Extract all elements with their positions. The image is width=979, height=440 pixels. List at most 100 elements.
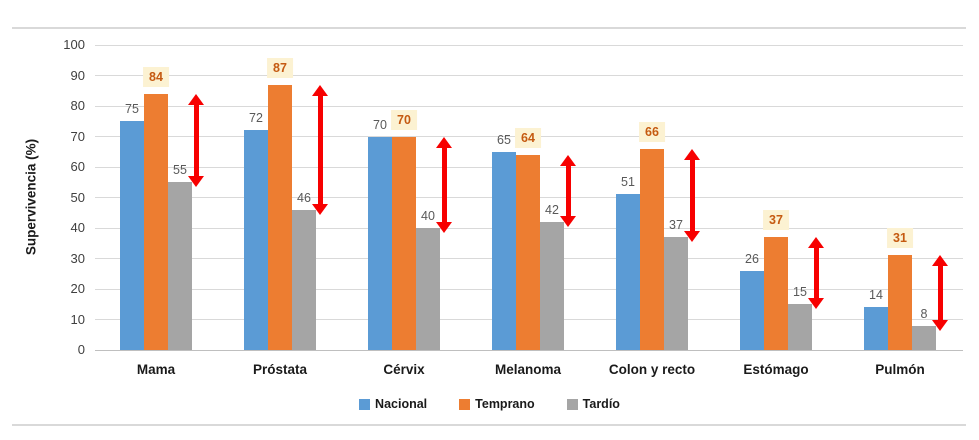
value-label-tardio: 46 — [297, 190, 311, 205]
gap-arrow — [188, 93, 204, 188]
y-axis-tick-label: 70 — [70, 128, 85, 144]
arrow-head-up-icon — [560, 154, 576, 166]
legend-swatch-tardio-icon — [566, 398, 578, 410]
bar-nacional — [616, 194, 640, 350]
bar-nacional — [864, 307, 888, 350]
arrow-head-up-icon — [188, 93, 204, 105]
legend-item-tardio: Tardío — [566, 397, 620, 411]
bar-tardio — [168, 182, 192, 350]
legend: Nacional Temprano Tardío — [0, 397, 979, 411]
bar-nacional — [244, 130, 268, 350]
gap-arrow — [684, 148, 700, 243]
value-label-tardio: 42 — [545, 202, 559, 217]
arrow-shaft — [937, 266, 943, 320]
bar-temprano — [764, 237, 788, 350]
arrow-shaft — [689, 159, 695, 232]
gap-arrow — [560, 154, 576, 227]
arrow-head-down-icon — [312, 203, 328, 215]
arrow-head-up-icon — [932, 255, 948, 267]
value-label-nacional: 14 — [869, 288, 883, 303]
y-axis-tick-label: 100 — [63, 37, 85, 52]
value-label-nacional: 65 — [497, 132, 511, 147]
category-label-estomago: Estómago — [743, 362, 809, 377]
arrow-head-down-icon — [932, 319, 948, 331]
legend-item-nacional: Nacional — [359, 397, 427, 411]
top-divider — [12, 27, 966, 29]
y-axis-tick-label: 60 — [70, 159, 85, 174]
bar-temprano — [144, 93, 168, 350]
value-label-nacional: 75 — [125, 102, 139, 117]
arrow-head-down-icon — [560, 215, 576, 227]
bar-nacional — [492, 151, 516, 350]
y-axis-tick-label: 50 — [70, 189, 85, 205]
arrow-head-up-icon — [312, 84, 328, 96]
value-label-tardio: 15 — [793, 285, 807, 300]
value-badge-temprano: 64 — [515, 127, 541, 148]
value-label-nacional: 26 — [745, 251, 759, 266]
legend-swatch-temprano-icon — [459, 398, 471, 410]
value-badge-temprano: 31 — [887, 228, 913, 249]
arrow-head-up-icon — [808, 237, 824, 249]
gap-arrow — [312, 84, 328, 215]
legend-label: Temprano — [475, 397, 535, 411]
value-label-tardio: 55 — [173, 163, 187, 178]
value-badge-temprano: 66 — [639, 121, 665, 142]
bar-tardio — [664, 237, 688, 350]
value-label-tardio: 40 — [421, 209, 435, 223]
value-badge-temprano: 84 — [143, 66, 169, 87]
arrow-head-down-icon — [684, 231, 700, 243]
arrow-head-down-icon — [808, 298, 824, 310]
gap-arrow — [808, 237, 824, 310]
legend-label: Nacional — [375, 397, 428, 411]
bar-temprano — [268, 84, 292, 350]
category-label-colon-y-recto: Colon y recto — [608, 362, 696, 377]
arrow-shaft — [565, 165, 571, 216]
arrow-head-down-icon — [188, 176, 204, 188]
category-label-prostata: Próstata — [252, 362, 308, 377]
bottom-divider — [12, 424, 966, 426]
bar-tardio — [416, 228, 440, 350]
arrow-shaft — [317, 95, 323, 204]
arrow-shaft — [441, 147, 447, 222]
value-label-nacional: 70 — [373, 117, 387, 132]
y-axis-tick-label: 80 — [70, 98, 85, 113]
category-label-pulmon: Pulmón — [875, 362, 925, 377]
value-badge-temprano: 70 — [391, 109, 417, 130]
gridline — [95, 44, 963, 46]
gridline — [95, 75, 963, 76]
bar-tardio — [540, 221, 564, 350]
category-label-cervix: Cérvix — [383, 362, 425, 377]
arrow-shaft — [813, 248, 819, 299]
arrow-head-up-icon — [436, 136, 452, 148]
bar-tardio — [292, 209, 316, 350]
y-axis-tick-label: 40 — [70, 220, 85, 235]
gridline — [95, 105, 963, 107]
value-label-tardio: 37 — [669, 218, 683, 233]
legend-item-temprano: Temprano — [459, 397, 535, 411]
arrow-head-down-icon — [436, 222, 452, 233]
bar-tardio — [788, 304, 812, 350]
bar-temprano — [516, 154, 540, 350]
y-axis-tick-label: 90 — [70, 67, 85, 83]
legend-label: Tardío — [582, 397, 620, 411]
y-axis-tick-label: 30 — [70, 250, 85, 266]
value-label-nacional: 51 — [621, 175, 635, 190]
y-axis-tick-label: 10 — [70, 311, 85, 327]
gap-arrow — [932, 255, 948, 331]
y-axis-tick-label: 20 — [70, 281, 85, 296]
gap-arrow — [436, 136, 452, 233]
bar-temprano — [392, 136, 416, 350]
bar-nacional — [368, 136, 392, 350]
arrow-head-up-icon — [684, 148, 700, 160]
x-axis-line — [95, 349, 963, 351]
value-badge-temprano: 37 — [763, 210, 789, 231]
value-badge-temprano: 87 — [267, 57, 293, 78]
arrow-shaft — [193, 104, 199, 177]
value-label-tardio: 8 — [920, 306, 928, 321]
bar-temprano — [640, 148, 664, 350]
bar-temprano — [888, 255, 912, 350]
value-label-nacional: 72 — [249, 111, 263, 126]
category-label-mama: Mama — [136, 362, 176, 377]
